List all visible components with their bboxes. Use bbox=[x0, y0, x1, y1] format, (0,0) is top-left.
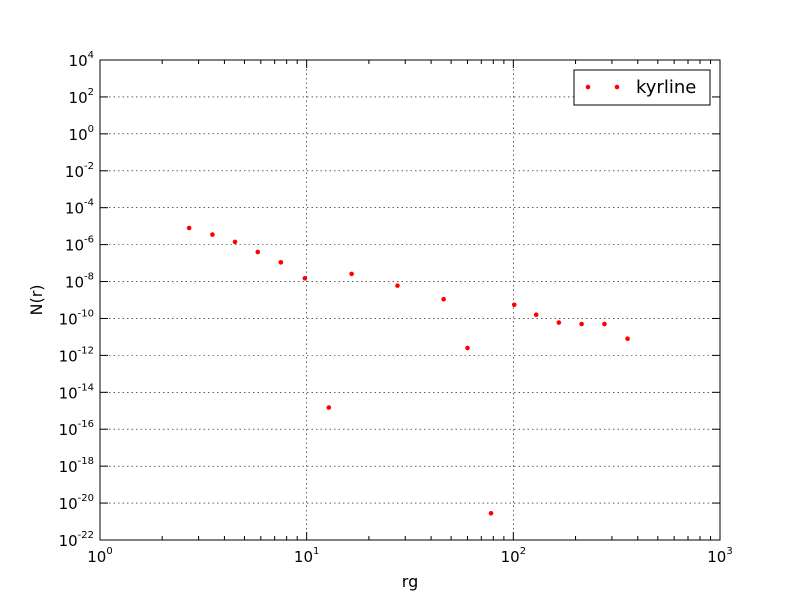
data-point bbox=[186, 225, 192, 231]
data-point bbox=[602, 321, 607, 327]
legend-box bbox=[573, 69, 711, 106]
data-point bbox=[556, 320, 562, 325]
data-point bbox=[465, 345, 470, 351]
y-axis-label: N(r) bbox=[27, 284, 46, 315]
x-axis-label: rg bbox=[402, 572, 418, 591]
data-point bbox=[349, 271, 354, 277]
data-point bbox=[511, 302, 517, 308]
data-point bbox=[326, 405, 332, 410]
data-point bbox=[255, 249, 261, 255]
data-point bbox=[533, 312, 539, 317]
plot-frame bbox=[99, 59, 721, 541]
data-point bbox=[395, 283, 400, 288]
data-point bbox=[232, 239, 238, 245]
y-tick-labels: 10-2210-2010-1810-1610-1410-1210-1010-81… bbox=[59, 50, 94, 550]
data-point bbox=[302, 275, 308, 281]
data-point bbox=[278, 260, 284, 265]
data-point bbox=[441, 296, 446, 302]
plot-area bbox=[100, 60, 720, 540]
data-point bbox=[210, 232, 215, 237]
data-point bbox=[625, 336, 630, 342]
legend-marker bbox=[614, 84, 620, 90]
x-tick-label: 102 bbox=[501, 546, 526, 566]
data-point bbox=[579, 321, 584, 327]
legend-label: kyrline bbox=[636, 77, 696, 98]
data-points bbox=[186, 225, 630, 516]
legend-marker bbox=[585, 84, 591, 90]
legend: kyrline bbox=[573, 69, 711, 106]
data-point bbox=[488, 510, 494, 516]
